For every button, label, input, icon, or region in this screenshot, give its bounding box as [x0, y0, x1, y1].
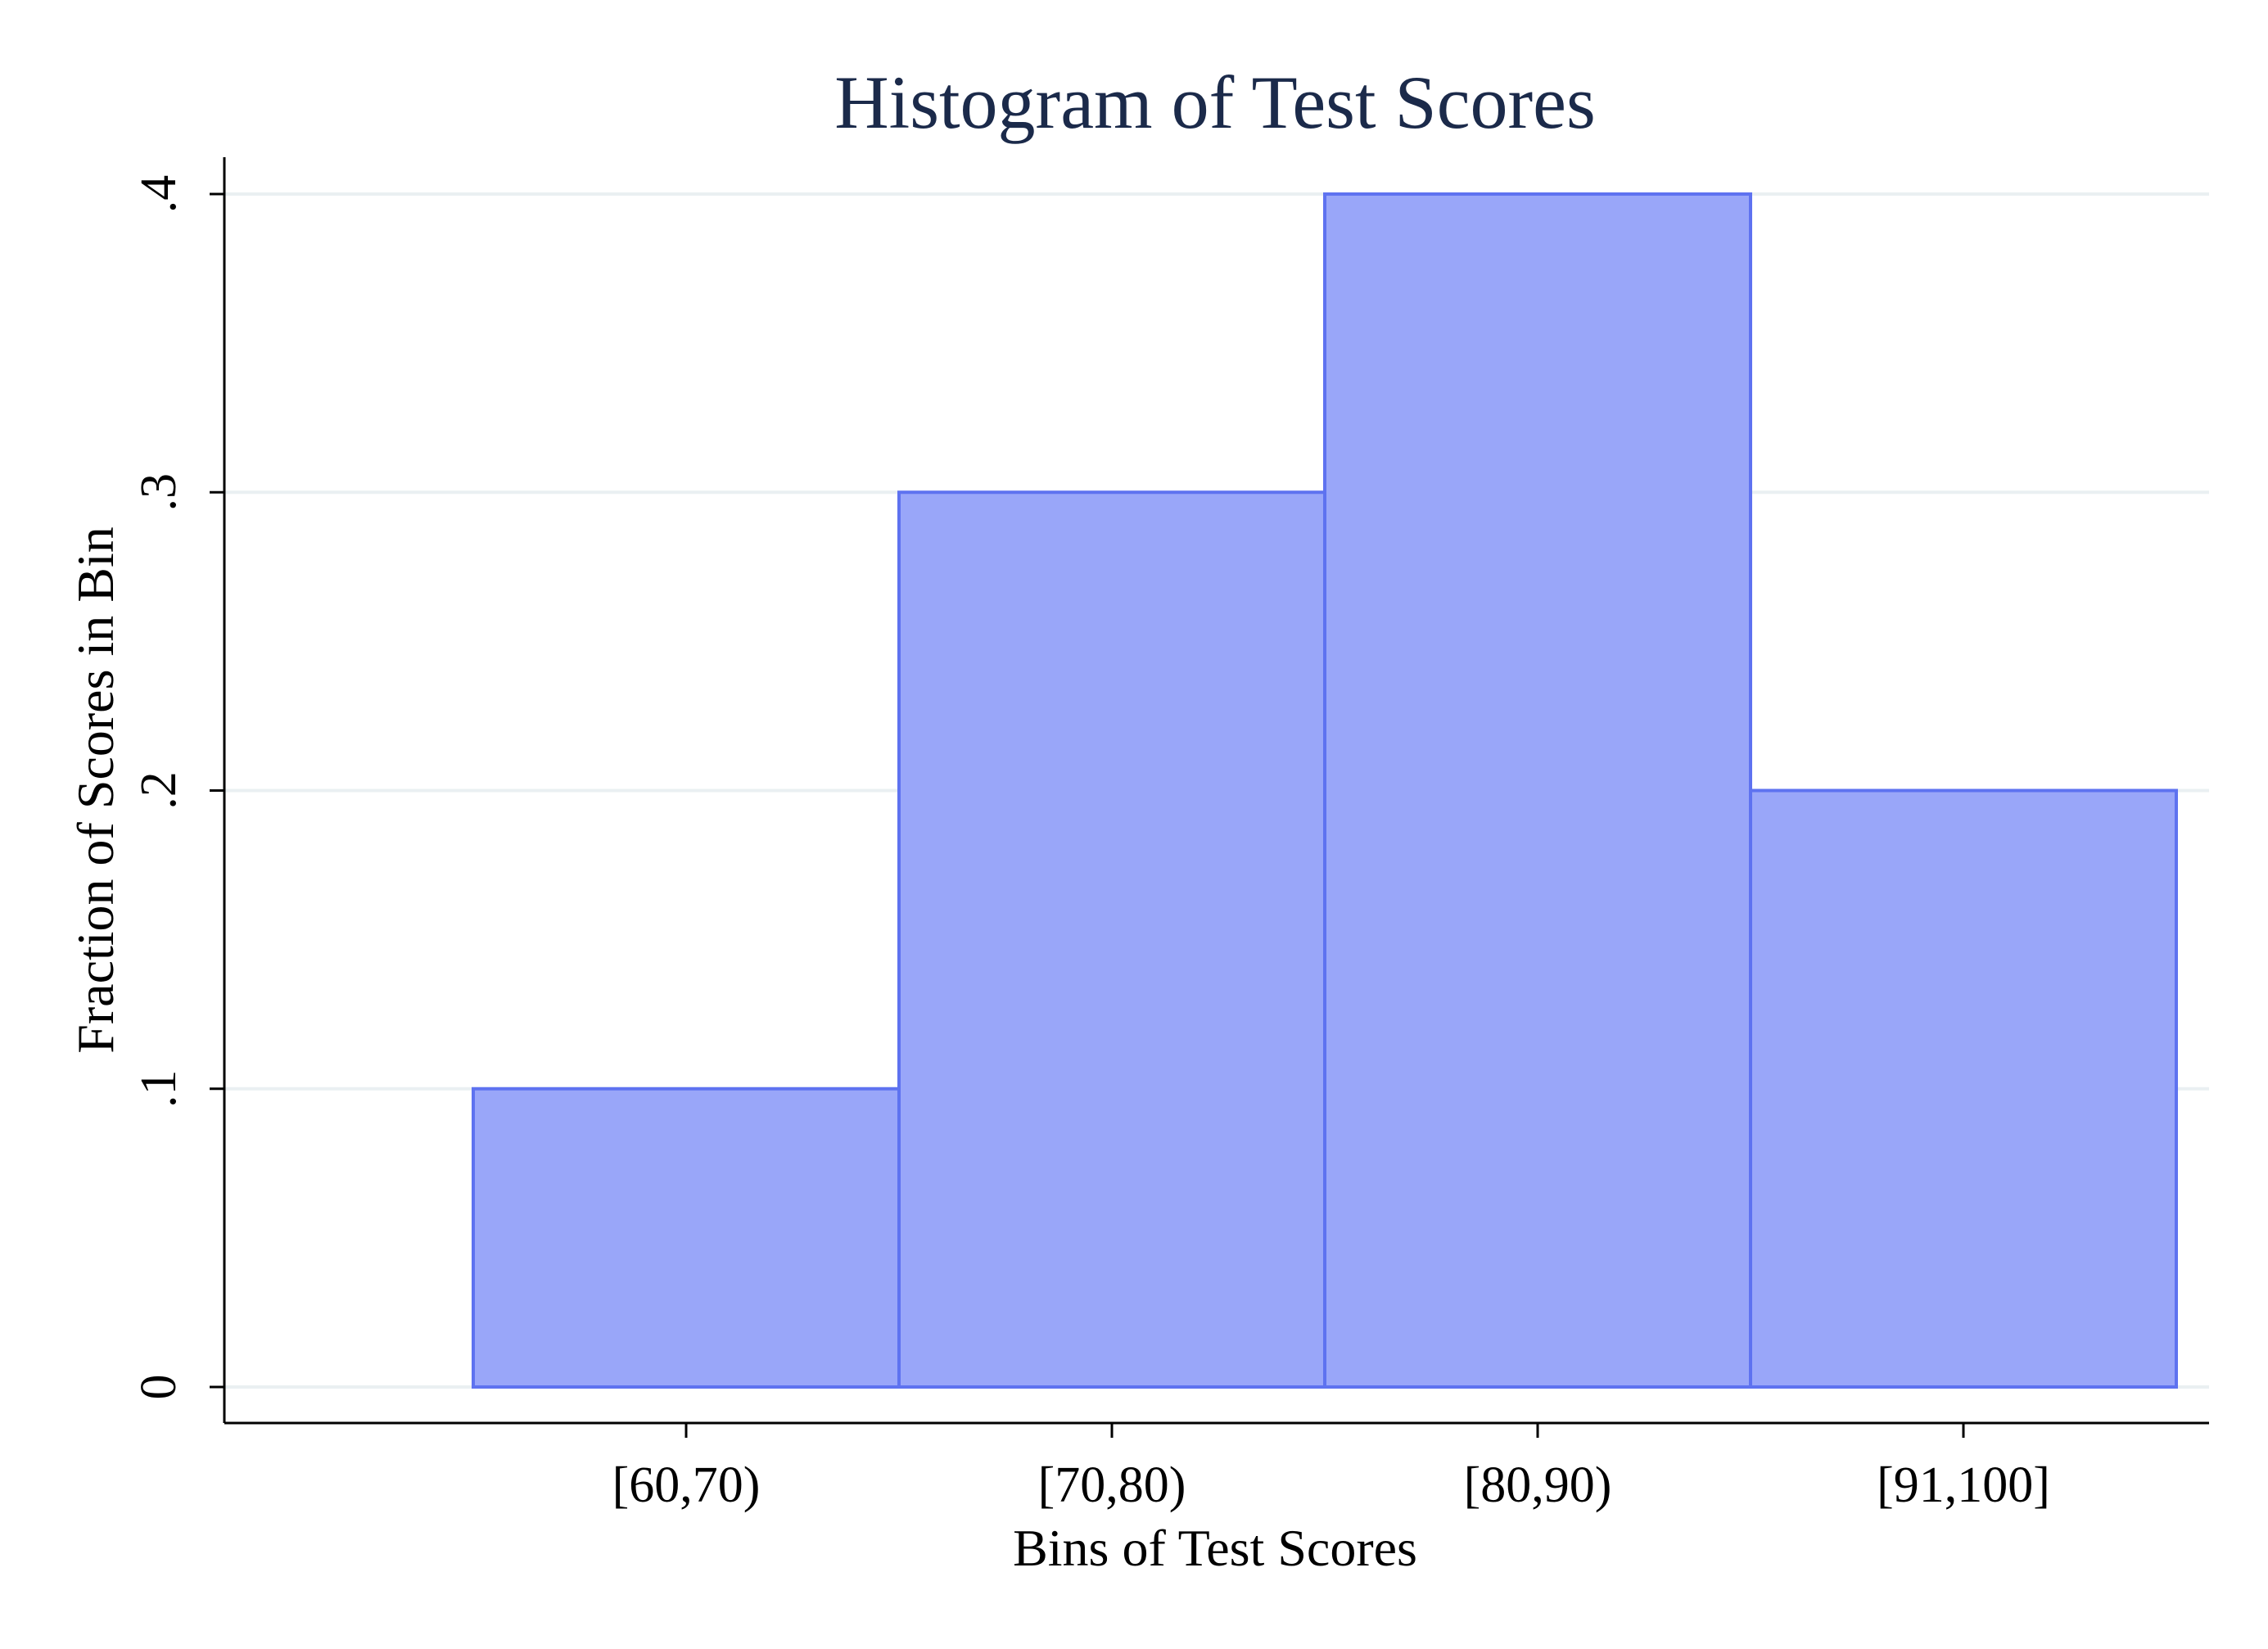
y-tick-label: .2: [131, 771, 187, 810]
y-axis-title: Fraction of Scores in Bin: [66, 526, 124, 1053]
x-tick-label: [91,100]: [1877, 1457, 2050, 1513]
x-tick-label: [70,80): [1038, 1457, 1186, 1513]
x-tick-label: [80,90): [1464, 1457, 1612, 1513]
bar-[80,90): [1323, 192, 1752, 1389]
bar-[60,70): [472, 1087, 901, 1389]
x-ticks: [60,70) [70,80) [80,90) [91,100]: [612, 1423, 2050, 1513]
y-tick-label: .1: [131, 1070, 187, 1109]
bar-[91,100]: [1749, 788, 2178, 1389]
chart-title: Histogram of Test Scores: [834, 61, 1596, 144]
y-tick-label: 0: [131, 1375, 187, 1400]
y-tick-label: .4: [131, 175, 187, 214]
x-tick-label: [60,70): [612, 1457, 761, 1513]
y-ticks: 0 .1 .2 .3 .4: [131, 175, 224, 1400]
bar-[70,80): [897, 490, 1326, 1389]
bars: [472, 192, 2178, 1389]
y-tick-label: .3: [131, 473, 187, 512]
x-axis-title: Bins of Test Scores: [1013, 1519, 1417, 1577]
